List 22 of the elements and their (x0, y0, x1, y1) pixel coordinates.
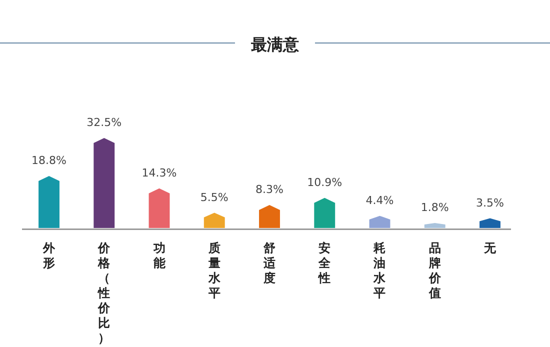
x-tick-label: 外形 (42, 241, 56, 270)
data-label: 5.5% (200, 190, 228, 204)
bar (38, 176, 60, 228)
chart-title: 最满意 (250, 35, 300, 54)
x-tick-label: 价格（性价比） (97, 241, 112, 345)
data-label: 3.5% (476, 196, 504, 210)
data-label: 10.9% (307, 176, 342, 189)
x-tick-label: 功能 (152, 241, 166, 270)
data-label: 4.4% (366, 194, 394, 207)
data-label: 32.5% (86, 116, 122, 129)
x-tick-label: 耗油水平 (372, 241, 387, 300)
bar (94, 138, 115, 228)
data-label: 18.8% (32, 154, 66, 167)
x-tick-label: 无 (482, 241, 497, 255)
bar (148, 188, 170, 228)
data-label: 8.3% (256, 183, 284, 196)
x-tick-label: 品牌价值 (428, 241, 442, 300)
data-label: 1.8% (420, 201, 449, 214)
x-tick-label: 质量水平 (207, 241, 222, 300)
data-label: 14.3% (142, 166, 177, 180)
x-tick-label: 舒适度 (262, 241, 276, 285)
x-tick-label: 安全性 (318, 241, 332, 285)
